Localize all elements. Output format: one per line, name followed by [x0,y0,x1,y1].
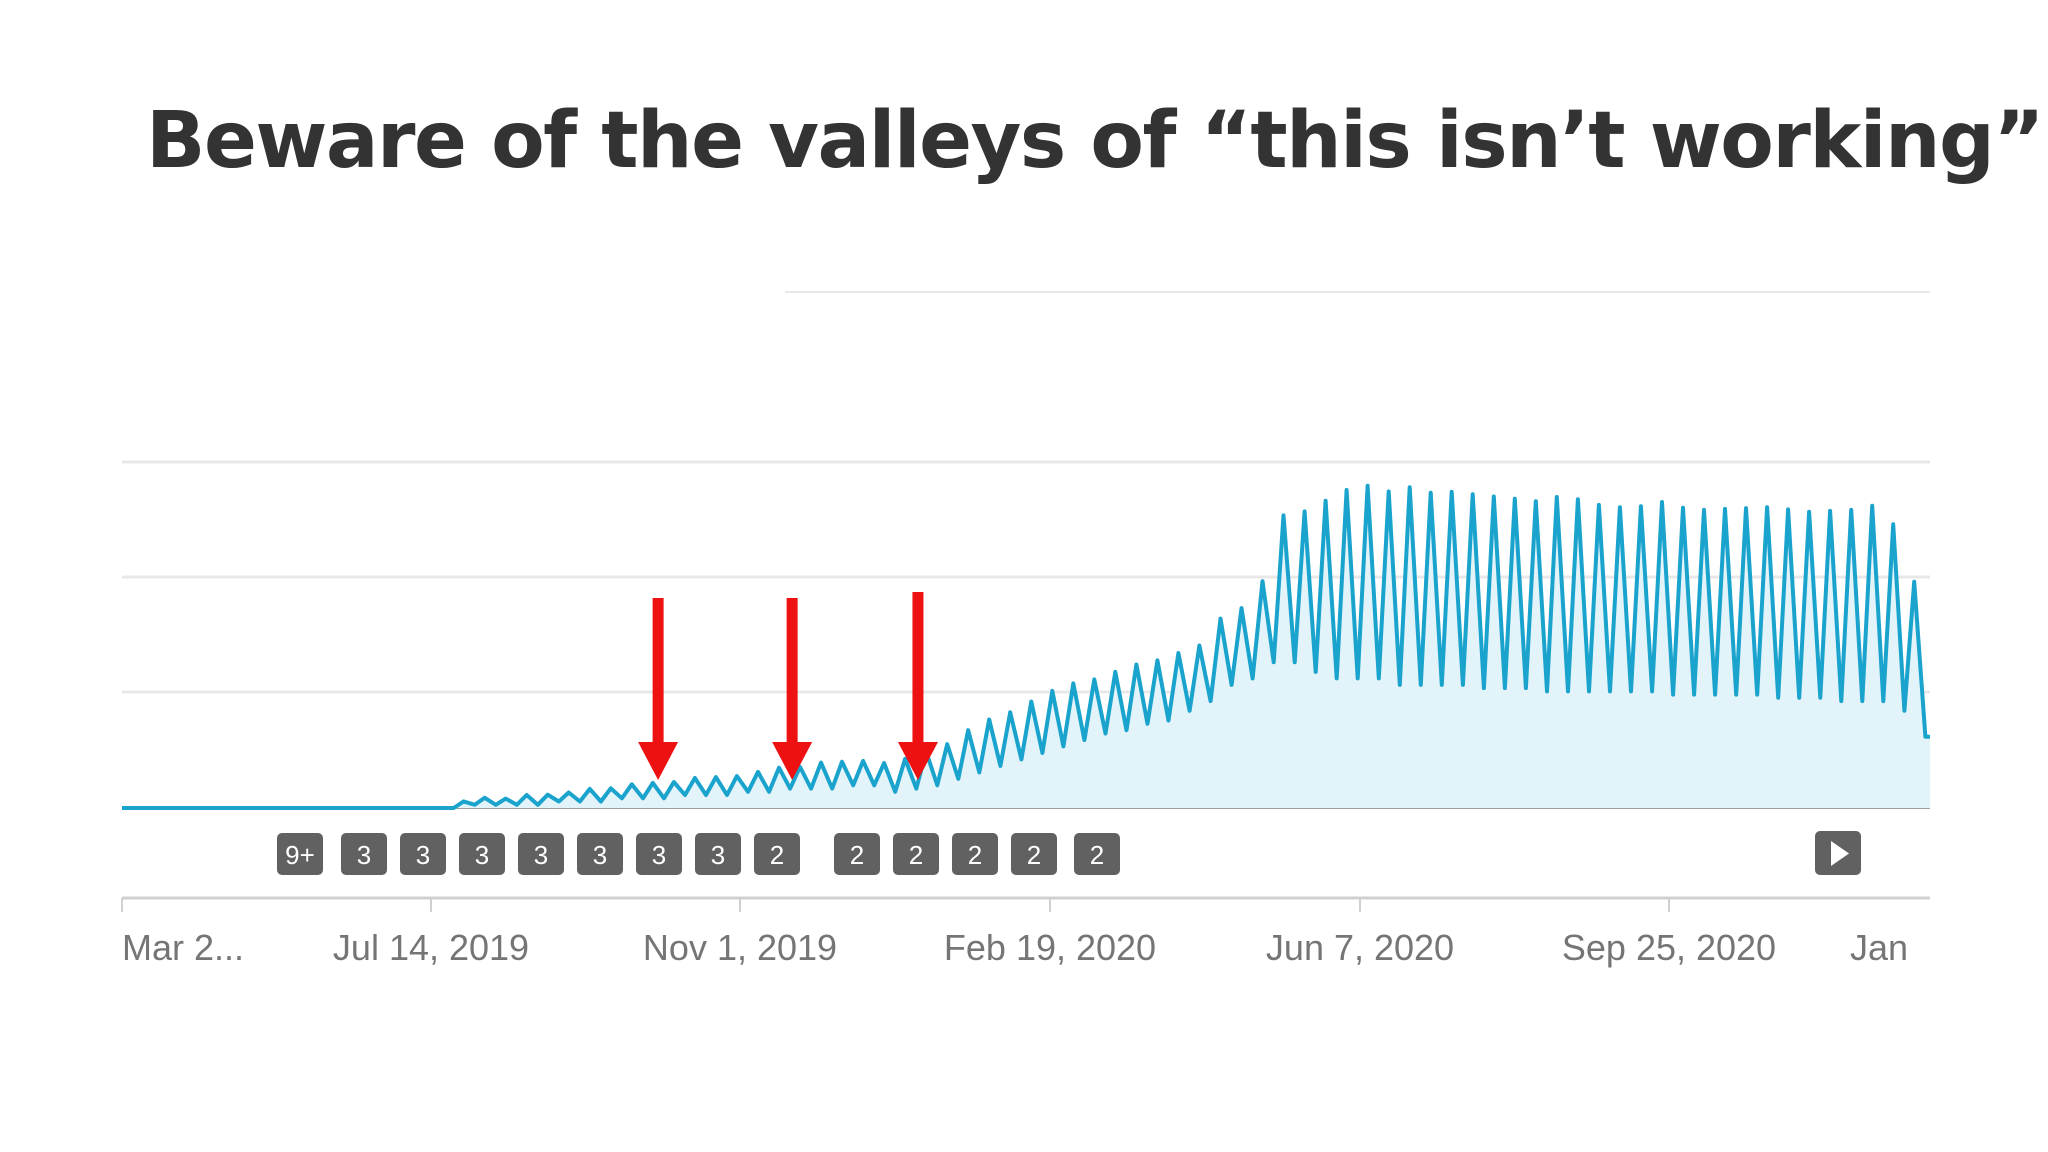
series-line [122,483,1930,810]
event-badge[interactable]: 3 [695,833,741,875]
play-icon [1831,841,1849,866]
event-badge-box [1011,833,1057,875]
event-badge-box [695,833,741,875]
x-tick-label: Mar 2... [122,927,244,968]
chart-gridlines [122,291,1930,809]
event-badge[interactable]: 2 [952,833,998,875]
x-axis: Mar 2... Jul 14, 2019 Nov 1, 2019 Feb 19, 2… [121,896,1930,968]
red-arrow-shaft [912,592,924,746]
x-tick-label: Nov 1, 2019 [643,927,837,968]
red-arrow-head [772,742,813,780]
red-arrow-head [897,742,938,780]
x-tick-label: Jan [1850,927,1908,968]
x-tick-label: Sep 25, 2020 [1562,927,1776,968]
red-arrow-shaft [786,598,798,746]
event-badge[interactable]: 2 [1074,833,1120,875]
event-badge[interactable]: 2 [1011,833,1057,875]
event-badge[interactable]: 3 [577,833,623,875]
event-badge-box [577,833,623,875]
event-badge-box [893,833,939,875]
event-badge-label: 9+ [285,840,315,870]
event-badge-box [277,833,323,875]
event-badge-label: 3 [593,840,607,870]
play-button[interactable] [1815,831,1861,875]
event-badge-label: 3 [357,840,371,870]
red-arrow-shaft [652,598,664,746]
event-badge-label: 3 [534,840,548,870]
x-tick-label: Jul 14, 2019 [333,927,529,968]
red-arrow-head [638,742,679,780]
event-badge-label: 3 [416,840,430,870]
event-badge[interactable]: 2 [893,833,939,875]
x-tick-label: Feb 19, 2020 [944,927,1156,968]
event-badge-box [754,833,800,875]
event-badge-label: 2 [909,840,923,870]
event-badge-box [952,833,998,875]
event-badge-box [400,833,446,875]
event-badge-box [834,833,880,875]
event-badge-label: 3 [652,840,666,870]
series-path [122,483,1930,810]
event-badge[interactable]: 3 [400,833,446,875]
event-badge-label: 3 [711,840,725,870]
red-arrow [638,598,679,780]
event-badge-label: 2 [770,840,784,870]
red-arrow [897,592,938,780]
event-badge-box [341,833,387,875]
event-badge-label: 2 [968,840,982,870]
series-area-fill [122,485,1930,808]
event-badge[interactable]: 3 [518,833,564,875]
series-area [122,485,1930,808]
slide-title: Beware of the valleys of “this isn’t wor… [146,96,2045,186]
event-badge-label: 2 [850,840,864,870]
event-badges: 9+ 3 3 3 3 3 3 3 2 2 2 2 2 2 [277,831,1861,875]
event-badge[interactable]: 9+ [277,833,323,875]
event-badge[interactable]: 3 [636,833,682,875]
event-badge-label: 3 [475,840,489,870]
event-badge-label: 2 [1090,840,1104,870]
red-arrow [772,598,813,780]
event-badge[interactable]: 2 [834,833,880,875]
event-badge-label: 2 [1027,840,1041,870]
event-badge[interactable]: 3 [459,833,505,875]
event-badge-box [518,833,564,875]
event-badge[interactable]: 2 [754,833,800,875]
event-badge-box [459,833,505,875]
annotation-arrows [638,592,938,780]
event-badge-box [636,833,682,875]
x-tick-label: Jun 7, 2020 [1266,927,1454,968]
event-badge[interactable]: 3 [341,833,387,875]
event-badge-box [1074,833,1120,875]
